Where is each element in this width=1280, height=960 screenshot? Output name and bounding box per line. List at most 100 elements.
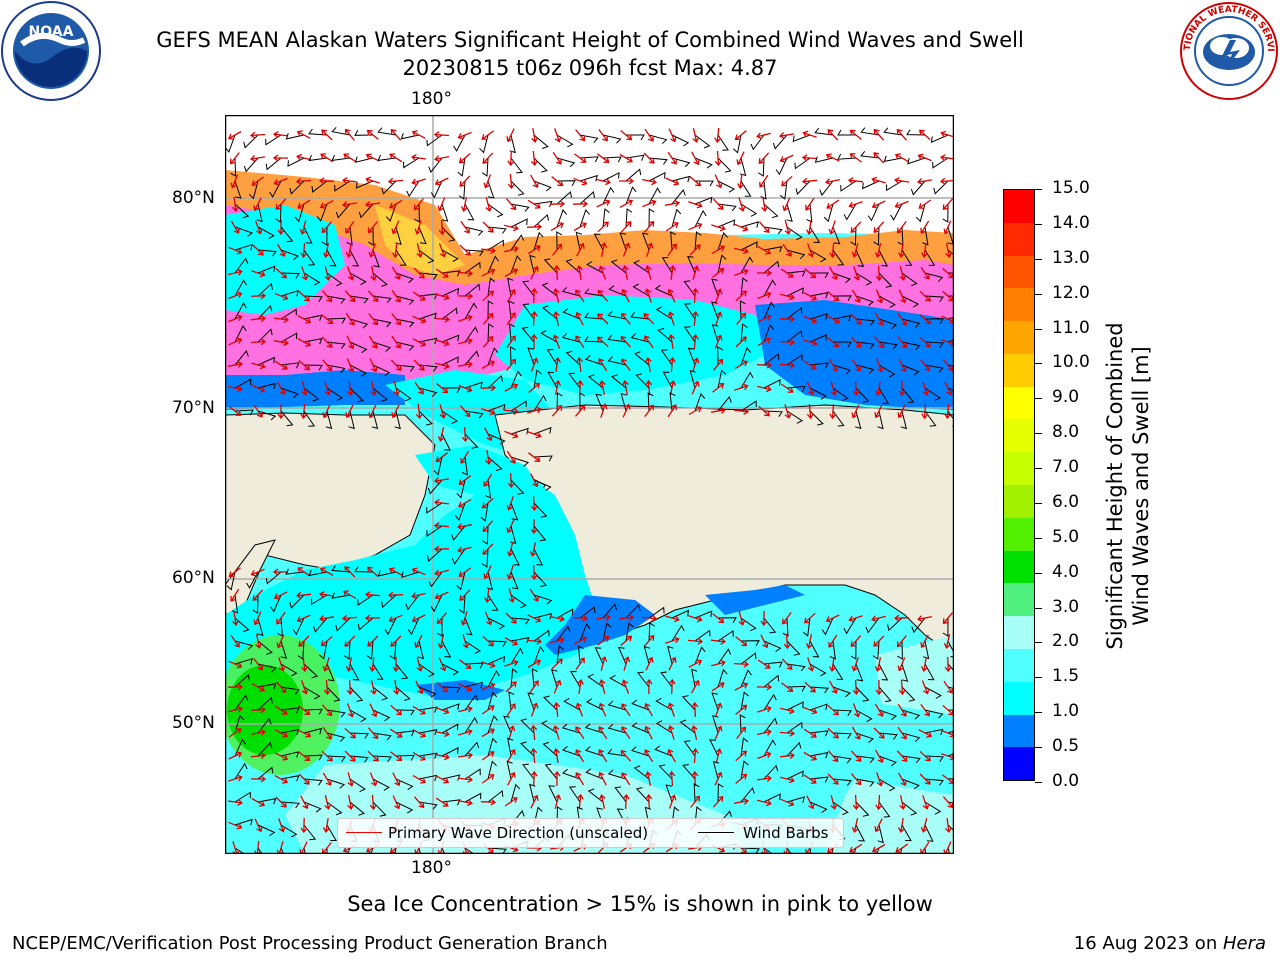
- wind-barb: [694, 392, 706, 412]
- wind-barb: [786, 721, 803, 734]
- wind-barb: [521, 326, 535, 343]
- wave-direction-arrow: [413, 359, 425, 371]
- wave-direction-arrow: [735, 290, 747, 302]
- wind-barb: [630, 333, 650, 343]
- wind-barb: [683, 326, 696, 343]
- wave-direction-arrow: [691, 747, 699, 764]
- wave-direction-arrow: [851, 358, 861, 372]
- wave-direction-arrow: [389, 199, 403, 209]
- wind-barb: [655, 697, 673, 711]
- wind-barb: [932, 157, 949, 169]
- wave-direction-arrow: [851, 243, 859, 258]
- wind-barb: [326, 249, 337, 267]
- wind-barb: [625, 154, 645, 161]
- wave-direction-arrow: [369, 703, 378, 718]
- wind-barb: [579, 191, 595, 205]
- wind-barb: [602, 171, 620, 182]
- wave-direction-arrow: [274, 729, 289, 738]
- wind-barb: [561, 746, 581, 757]
- wave-direction-arrow: [896, 750, 908, 763]
- arctic-blue: [755, 300, 954, 410]
- wind-barb: [427, 479, 443, 495]
- wind-barb: [234, 324, 247, 343]
- wind-barb: [395, 318, 415, 328]
- wind-barb: [658, 764, 673, 780]
- wave-direction-arrow: [780, 752, 795, 760]
- wind-barb: [683, 280, 696, 297]
- wind-barb: [289, 594, 305, 609]
- wave-direction-arrow: [228, 705, 243, 713]
- wind-barb: [665, 784, 673, 803]
- wind-barb: [648, 606, 665, 619]
- wave-direction-arrow: [391, 266, 401, 280]
- colorbar-tick-mark: [1035, 468, 1042, 470]
- wind-barb: [655, 306, 673, 320]
- wave-direction-arrow: [300, 242, 308, 259]
- colorbar: [1003, 189, 1035, 781]
- wind-barb: [234, 257, 249, 274]
- wind-barb: [275, 203, 282, 223]
- colorbar-cell: [1004, 222, 1034, 256]
- wind-barb: [406, 180, 420, 198]
- wind-barb: [487, 180, 495, 199]
- wind-barb: [418, 729, 438, 736]
- wave-direction-arrow: [551, 404, 563, 417]
- wave-direction-arrow: [827, 704, 840, 716]
- wind-barb: [509, 525, 517, 545]
- wave-direction-arrow: [873, 221, 885, 234]
- wind-barb: [464, 302, 478, 320]
- wind-barb: [786, 203, 793, 223]
- wind-barb: [395, 663, 409, 680]
- wave-direction-arrow: [481, 682, 496, 691]
- wave-direction-arrow: [504, 797, 518, 807]
- wave-direction-arrow: [781, 682, 794, 692]
- wave-direction-arrow: [807, 243, 815, 258]
- wave-direction-arrow: [575, 726, 585, 740]
- wave-direction-arrow: [644, 265, 652, 280]
- wind-barb: [234, 226, 254, 237]
- wave-direction-arrow: [413, 796, 425, 809]
- wind-barb: [487, 255, 500, 274]
- wind-barb: [487, 847, 507, 854]
- wave-direction-arrow: [620, 221, 632, 233]
- wind-barb: [510, 647, 524, 665]
- wind-barb: [709, 739, 719, 757]
- wave-direction-arrow: [621, 380, 629, 396]
- wind-barb: [234, 203, 250, 219]
- wind-barb: [454, 502, 466, 522]
- wave-direction-arrow: [276, 611, 286, 625]
- wave-direction-arrow: [875, 794, 883, 811]
- wind-barb: [243, 134, 259, 149]
- pacific-cyan-mid: [525, 695, 954, 795]
- colorbar-tick-label: 0.5: [1052, 736, 1080, 757]
- wave-direction-arrow: [527, 245, 541, 255]
- wind-barb: [533, 231, 544, 251]
- wind-barb: [395, 364, 415, 372]
- wave-direction-arrow: [342, 201, 358, 208]
- wind-barb: [809, 334, 828, 343]
- wave-direction-arrow: [575, 702, 584, 717]
- wind-barb: [855, 732, 874, 743]
- wave-direction-arrow: [322, 657, 330, 672]
- wave-direction-arrow: [506, 703, 516, 717]
- wind-barb: [331, 154, 351, 162]
- colorbar-tick-label: 2.0: [1052, 631, 1080, 652]
- wind-barb: [384, 617, 397, 636]
- wind-barb: [418, 272, 438, 280]
- wave-direction-arrow: [691, 310, 699, 327]
- wave-direction-arrow: [894, 177, 910, 184]
- wind-barb: [809, 730, 829, 737]
- wave-direction-arrow: [229, 406, 242, 416]
- wave-direction-arrow: [295, 177, 312, 185]
- wave-direction-arrow: [458, 384, 473, 393]
- wave-direction-arrow: [506, 335, 516, 349]
- wind-barb: [533, 502, 548, 518]
- wind-barb: [358, 203, 374, 219]
- wave-direction-arrow: [943, 680, 953, 694]
- wind-barb: [648, 187, 661, 205]
- wave-direction-arrow: [803, 706, 818, 715]
- wave-direction-arrow: [874, 657, 882, 672]
- wind-barb: [586, 261, 604, 274]
- wind-barb: [924, 272, 944, 282]
- wave-direction-arrow: [253, 658, 263, 671]
